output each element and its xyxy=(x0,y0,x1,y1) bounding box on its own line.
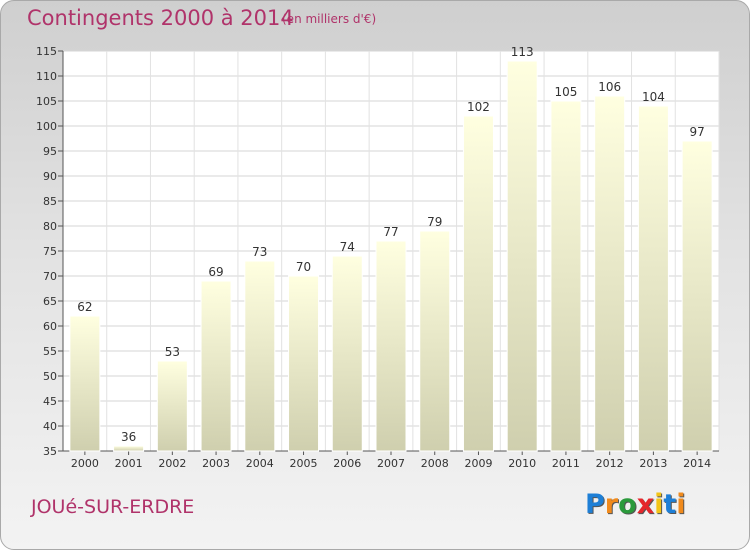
bar-2011 xyxy=(550,100,582,452)
bar-2004 xyxy=(244,260,276,452)
data-label: 69 xyxy=(208,265,223,279)
x-tick-label: 2008 xyxy=(421,457,449,470)
y-tick-label: 45 xyxy=(43,395,57,408)
bar-2000 xyxy=(69,315,101,452)
x-tick-label: 2001 xyxy=(115,457,143,470)
commune-name: JOUé-SUR-ERDRE xyxy=(31,496,195,518)
data-label: 102 xyxy=(467,100,490,114)
logo-letter: x xyxy=(636,489,655,520)
chart-subtitle: (en milliers d'€) xyxy=(282,12,377,26)
data-label: 77 xyxy=(383,225,398,239)
logo-letter: r xyxy=(604,489,619,520)
y-tick-label: 95 xyxy=(43,145,57,158)
data-label: 74 xyxy=(340,240,355,254)
data-label: 36 xyxy=(121,430,136,444)
bar-2005 xyxy=(288,275,320,452)
logo-letter: i xyxy=(654,489,664,520)
bar-2007 xyxy=(375,240,407,452)
y-tick-label: 115 xyxy=(36,45,57,58)
label-layer: 62 36 53 69 73 70 74 77 79 102 113 105 106 104 97 xyxy=(77,45,705,444)
x-tick-label: 2006 xyxy=(333,457,361,470)
y-tick-label: 55 xyxy=(43,345,57,358)
data-label: 79 xyxy=(427,215,442,229)
y-tick-label: 80 xyxy=(43,220,57,233)
data-label: 113 xyxy=(511,45,534,59)
y-tick-label: 65 xyxy=(43,295,57,308)
data-label: 97 xyxy=(689,125,704,139)
bar-2001 xyxy=(113,445,145,452)
y-tick-label: 110 xyxy=(36,70,57,83)
x-tick-label: 2000 xyxy=(71,457,99,470)
y-tick-label: 105 xyxy=(36,95,57,108)
y-tick-label: 100 xyxy=(36,120,57,133)
data-label: 105 xyxy=(554,85,577,99)
bar-layer xyxy=(69,60,713,452)
bar-2009 xyxy=(462,115,494,452)
x-tick-label: 2012 xyxy=(596,457,624,470)
x-tick-label: 2002 xyxy=(158,457,186,470)
x-tick-label: 2003 xyxy=(202,457,230,470)
logo-letter: i xyxy=(676,489,686,520)
data-label: 70 xyxy=(296,260,311,274)
y-tick-label: 85 xyxy=(43,195,57,208)
data-label: 73 xyxy=(252,245,267,259)
y-tick-label: 70 xyxy=(43,270,57,283)
x-tick-label: 2010 xyxy=(508,457,536,470)
data-label: 62 xyxy=(77,300,92,314)
x-tick-label: 2013 xyxy=(639,457,667,470)
logo-letter: o xyxy=(618,489,637,520)
x-tick-label: 2009 xyxy=(464,457,492,470)
chart-title: Contingents 2000 à 2014 xyxy=(27,6,294,30)
logo-letter: P xyxy=(585,489,605,520)
bar-2002 xyxy=(156,360,188,452)
proxiti-logo: Proxiti xyxy=(585,489,686,520)
y-tick-label: 90 xyxy=(43,170,57,183)
bar-2013 xyxy=(637,105,669,452)
y-tick-label: 50 xyxy=(43,370,57,383)
bar-2010 xyxy=(506,60,538,452)
bar-2012 xyxy=(594,95,626,452)
y-tick-label: 35 xyxy=(43,445,57,458)
x-tick-label: 2005 xyxy=(290,457,318,470)
bar-2008 xyxy=(419,230,451,452)
x-tick-label: 2004 xyxy=(246,457,274,470)
y-tick-label: 75 xyxy=(43,245,57,258)
x-tick-label: 2011 xyxy=(552,457,580,470)
y-tick-label: 40 xyxy=(43,420,57,433)
x-tick-label: 2014 xyxy=(683,457,711,470)
y-tick-label: 60 xyxy=(43,320,57,333)
logo-letter: t xyxy=(663,489,677,520)
data-label: 106 xyxy=(598,80,621,94)
data-label: 53 xyxy=(165,345,180,359)
bar-2014 xyxy=(681,140,713,452)
x-tick-label: 2007 xyxy=(377,457,405,470)
bar-2006 xyxy=(331,255,363,452)
data-label: 104 xyxy=(642,90,665,104)
bar-2003 xyxy=(200,280,232,452)
